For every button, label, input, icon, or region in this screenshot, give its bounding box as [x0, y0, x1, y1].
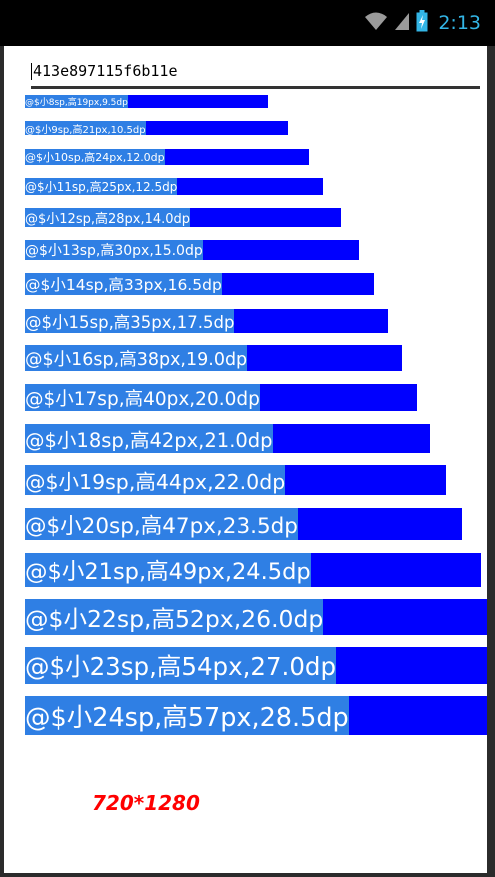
text-input-value: 413e897115f6b11e	[33, 62, 178, 80]
text-size-label: @$小13sp,高30px,15.0dp	[25, 240, 203, 260]
text-size-label: @$小14sp,高33px,16.5dp	[25, 273, 222, 295]
text-size-label: @$小15sp,高35px,17.5dp	[25, 309, 235, 333]
text-size-bar: @$小24sp,高57px,28.5dp	[25, 696, 487, 735]
text-cursor	[31, 63, 32, 80]
text-size-label: @$小19sp,高44px,22.0dp	[25, 465, 286, 495]
text-size-label: @$小17sp,高40px,20.0dp	[25, 384, 260, 411]
text-size-bar: @$小11sp,高25px,12.5dp	[25, 178, 323, 195]
text-size-bar: @$小21sp,高49px,24.5dp	[25, 553, 481, 587]
text-size-bar: @$小14sp,高33px,16.5dp	[25, 273, 374, 295]
text-size-bar: @$小22sp,高52px,26.0dp	[25, 599, 487, 635]
text-size-bar: @$小18sp,高42px,21.0dp	[25, 424, 430, 453]
wifi-icon	[364, 11, 388, 35]
text-size-label: @$小23sp,高54px,27.0dp	[25, 647, 337, 684]
clock: 2:13	[438, 12, 481, 34]
text-size-bar: @$小23sp,高54px,27.0dp	[25, 647, 487, 684]
text-size-bar: @$小13sp,高30px,15.0dp	[25, 240, 359, 260]
text-size-bar: @$小19sp,高44px,22.0dp	[25, 465, 446, 495]
battery-charging-icon	[416, 10, 428, 36]
status-bar: 2:13	[0, 0, 495, 46]
text-size-label: @$小21sp,高49px,24.5dp	[25, 553, 311, 587]
text-size-label: @$小11sp,高25px,12.5dp	[25, 178, 178, 195]
status-icons: 2:13	[364, 8, 481, 38]
app-screen: 413e897115f6b11e @$小8sp,高19px,9.5dp @$小9s…	[4, 46, 487, 873]
text-size-bar: @$小16sp,高38px,19.0dp	[25, 345, 402, 371]
resolution-label: 720*1280	[92, 791, 200, 815]
text-input-field[interactable]: 413e897115f6b11e	[31, 60, 480, 89]
text-size-bar: @$小9sp,高21px,10.5dp	[25, 121, 288, 136]
text-size-label: @$小8sp,高19px,9.5dp	[25, 95, 128, 108]
text-size-label: @$小12sp,高28px,14.0dp	[25, 208, 191, 227]
text-size-label: @$小24sp,高57px,28.5dp	[25, 696, 349, 735]
text-size-bar: @$小10sp,高24px,12.0dp	[25, 149, 309, 165]
text-size-label: @$小9sp,高21px,10.5dp	[25, 121, 146, 136]
text-size-bar: @$小8sp,高19px,9.5dp	[25, 95, 268, 108]
text-size-label: @$小22sp,高52px,26.0dp	[25, 599, 324, 635]
signal-icon	[394, 11, 410, 35]
text-size-bar: @$小20sp,高47px,23.5dp	[25, 508, 462, 540]
text-size-label: @$小16sp,高38px,19.0dp	[25, 345, 248, 371]
text-size-bar: @$小12sp,高28px,14.0dp	[25, 208, 341, 227]
text-size-label: @$小18sp,高42px,21.0dp	[25, 424, 273, 453]
text-size-bar: @$小17sp,高40px,20.0dp	[25, 384, 417, 411]
text-size-label: @$小20sp,高47px,23.5dp	[25, 508, 298, 540]
text-size-label: @$小10sp,高24px,12.0dp	[25, 149, 165, 165]
text-size-bar: @$小15sp,高35px,17.5dp	[25, 309, 388, 333]
